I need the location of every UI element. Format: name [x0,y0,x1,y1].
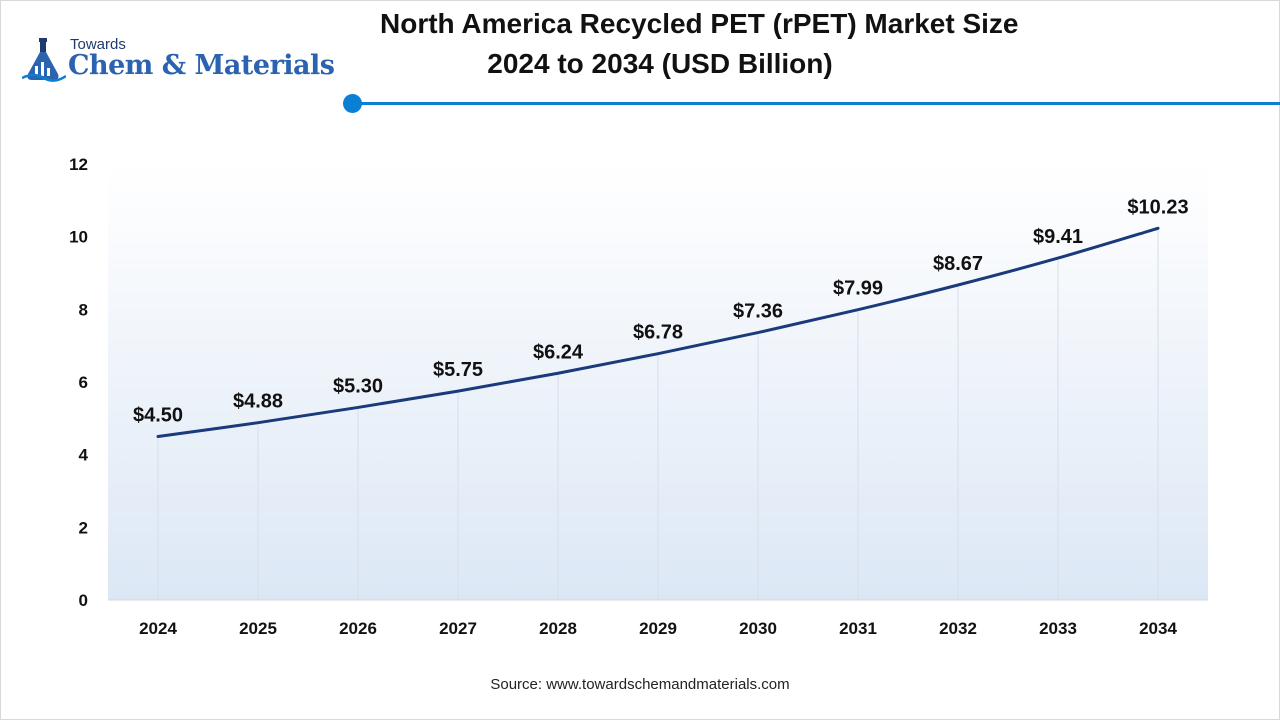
x-tick-label: 2029 [639,619,677,638]
y-tick-label: 10 [69,228,88,247]
data-label: $9.41 [1033,226,1083,248]
x-tick-label: 2033 [1039,619,1077,638]
x-tick-label: 2025 [239,619,277,638]
flask-icon [22,38,66,82]
data-label: $4.50 [133,405,183,427]
y-tick-label: 0 [79,591,88,610]
title-line-1: North America Recycled PET (rPET) Market… [380,8,1019,39]
x-tick-label: 2028 [539,619,577,638]
source-note: Source: www.towardschemandmaterials.com [490,676,790,693]
x-tick-label: 2032 [939,619,977,638]
x-tick-label: 2027 [439,619,477,638]
x-tick-label: 2024 [139,619,177,638]
x-tick-label: 2031 [839,619,877,638]
x-tick-label: 2026 [339,619,377,638]
data-label: $8.67 [933,253,983,275]
y-tick-label: 2 [79,518,88,537]
data-label: $10.23 [1127,196,1188,218]
logo-main-text: Chem & Materials [68,50,335,81]
y-tick-label: 12 [69,155,88,174]
data-label: $5.75 [433,359,483,381]
data-label: $6.24 [533,341,584,363]
x-tick-label: 2030 [739,619,777,638]
y-tick-label: 8 [79,300,88,319]
title-rule-dot [343,94,362,113]
series-line [156,226,1160,438]
data-label: $6.78 [633,322,683,344]
logo-top-text: Towards [70,36,126,53]
title-line-2: 2024 to 2034 (USD Billion) [487,48,833,79]
chart-title: North America Recycled PET (rPET) Market… [380,4,1019,84]
data-label: $5.30 [333,375,383,397]
y-tick-label: 4 [79,446,89,465]
title-rule [352,102,1280,105]
data-label: $7.36 [733,301,783,323]
data-label: $7.99 [833,278,883,300]
brand-logo: Towards Chem & Materials [22,36,342,88]
y-tick-label: 6 [79,373,88,392]
data-label: $4.88 [233,391,283,413]
x-tick-label: 2034 [1139,619,1177,638]
